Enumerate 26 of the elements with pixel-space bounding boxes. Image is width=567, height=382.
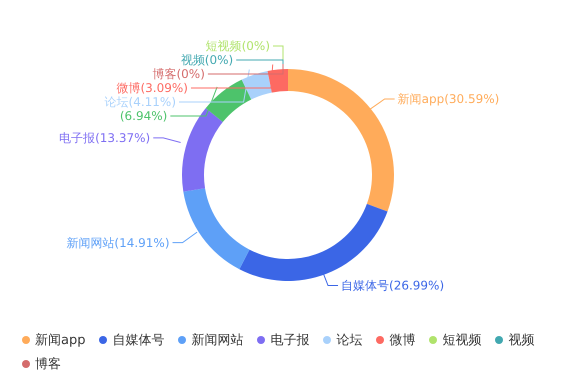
legend-label: 短视频 — [442, 332, 482, 349]
legend-label: 视频 — [508, 332, 534, 349]
legend-label: 新闻app — [35, 332, 86, 349]
category-label: 自媒体号(26.99%) — [341, 278, 444, 293]
donut-slice — [206, 80, 252, 122]
category-label: 新闻网站(14.91%) — [66, 236, 170, 250]
category-label: 博客(0%) — [152, 67, 205, 82]
category-label: 论坛(4.11%) — [104, 95, 176, 110]
category-label: 新闻app(30.59%) — [398, 92, 500, 106]
donut-slice — [183, 188, 250, 270]
category-label: 微博(3.09%) — [116, 81, 188, 96]
legend-label: 论坛 — [336, 332, 362, 349]
donut-slice — [239, 204, 388, 281]
category-label: 视频(0%) — [180, 53, 234, 68]
donut-slice — [242, 70, 272, 100]
legend-label: 新闻网站 — [191, 332, 244, 349]
donut-slice — [182, 108, 223, 192]
legend-label: 微博 — [389, 332, 416, 349]
donut-slice — [288, 69, 394, 212]
data-label: (6.94%) — [120, 109, 168, 124]
legend-label: 博客 — [35, 356, 61, 373]
legend-label: 自媒体号 — [112, 332, 164, 349]
category-label: 电子报(13.37%) — [59, 131, 150, 146]
category-label: 短视频(0%) — [206, 39, 270, 54]
legend-label: 电子报 — [270, 332, 310, 349]
donut-slice — [268, 69, 288, 93]
